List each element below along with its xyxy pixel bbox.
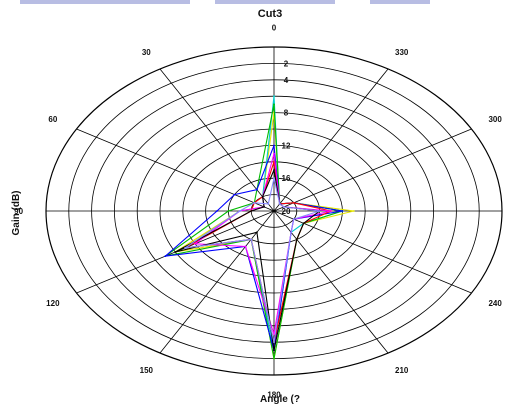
data-point [184,247,187,249]
data-point [330,210,332,212]
radial-tick-label: 16 [282,174,291,183]
data-point [216,210,218,212]
angle-tick-label: 120 [46,299,60,308]
grid-spoke [273,210,389,354]
data-point [273,169,275,171]
data-point [292,218,295,221]
angle-tick-label: 330 [395,48,409,57]
data-point [273,103,275,106]
radial-tick-label: 4 [284,76,289,85]
radial-tick-label: 12 [282,141,291,150]
data-point [164,255,167,257]
angle-tick-label: 90 [14,207,23,216]
data-point [250,238,253,241]
angle-tick-label: 300 [488,115,502,124]
angle-tick-label: 180 [267,391,281,400]
angle-tick-label: 150 [140,366,154,375]
data-point [278,202,281,205]
data-point [233,193,236,196]
data-point [295,238,298,241]
angle-tick-label: 0 [272,23,277,32]
radial-tick-label: 20 [282,207,291,216]
data-point [250,210,253,212]
radial-tick-label: 2 [284,59,289,68]
data-point [273,152,275,155]
angle-tick-label: 240 [488,299,502,308]
data-point [263,206,266,208]
data-point [256,188,258,191]
grid-spoke [159,210,275,354]
data-point [273,341,275,344]
data-point [302,222,305,225]
data-point [290,231,292,234]
data-point [273,144,275,147]
grid-spoke [76,128,275,212]
top-decoration-bar [0,0,509,6]
data-series-group [163,95,355,360]
x-axis-label: Angle (? [260,394,300,405]
grid-spoke [273,68,389,212]
data-point [282,206,285,208]
data-point [238,210,241,212]
data-point [256,231,258,234]
data-point [174,251,177,253]
data-point [318,210,321,212]
series-line [184,178,320,343]
angle-tick-label: 30 [142,48,151,57]
data-point [194,242,196,245]
y-axis-label: Gain (dB) [11,191,22,236]
data-point [253,201,256,204]
series-line [175,168,322,351]
data-point [244,245,247,248]
radial-labels: 2 4 8 12 16 20 [282,59,291,216]
chart-title: Cut3 [258,8,282,20]
data-point [227,210,230,212]
grid-spoke [159,68,275,212]
data-point [267,202,270,205]
data-point [273,357,275,360]
data-point [273,333,275,335]
data-point [273,177,275,180]
series-line [165,104,343,359]
angle-labels: 0306090120150180210240270300330 [14,23,502,400]
radial-tick-label: 8 [284,109,289,118]
data-point [261,195,264,198]
grid-spoke [273,210,472,294]
angle-tick-label: 210 [395,366,409,375]
data-point [273,349,275,352]
grid-spoke [273,128,472,212]
angle-tick-label: 60 [48,115,57,124]
data-point [352,210,355,212]
data-point [273,95,275,98]
data-point [341,210,344,212]
data-point [292,201,295,204]
